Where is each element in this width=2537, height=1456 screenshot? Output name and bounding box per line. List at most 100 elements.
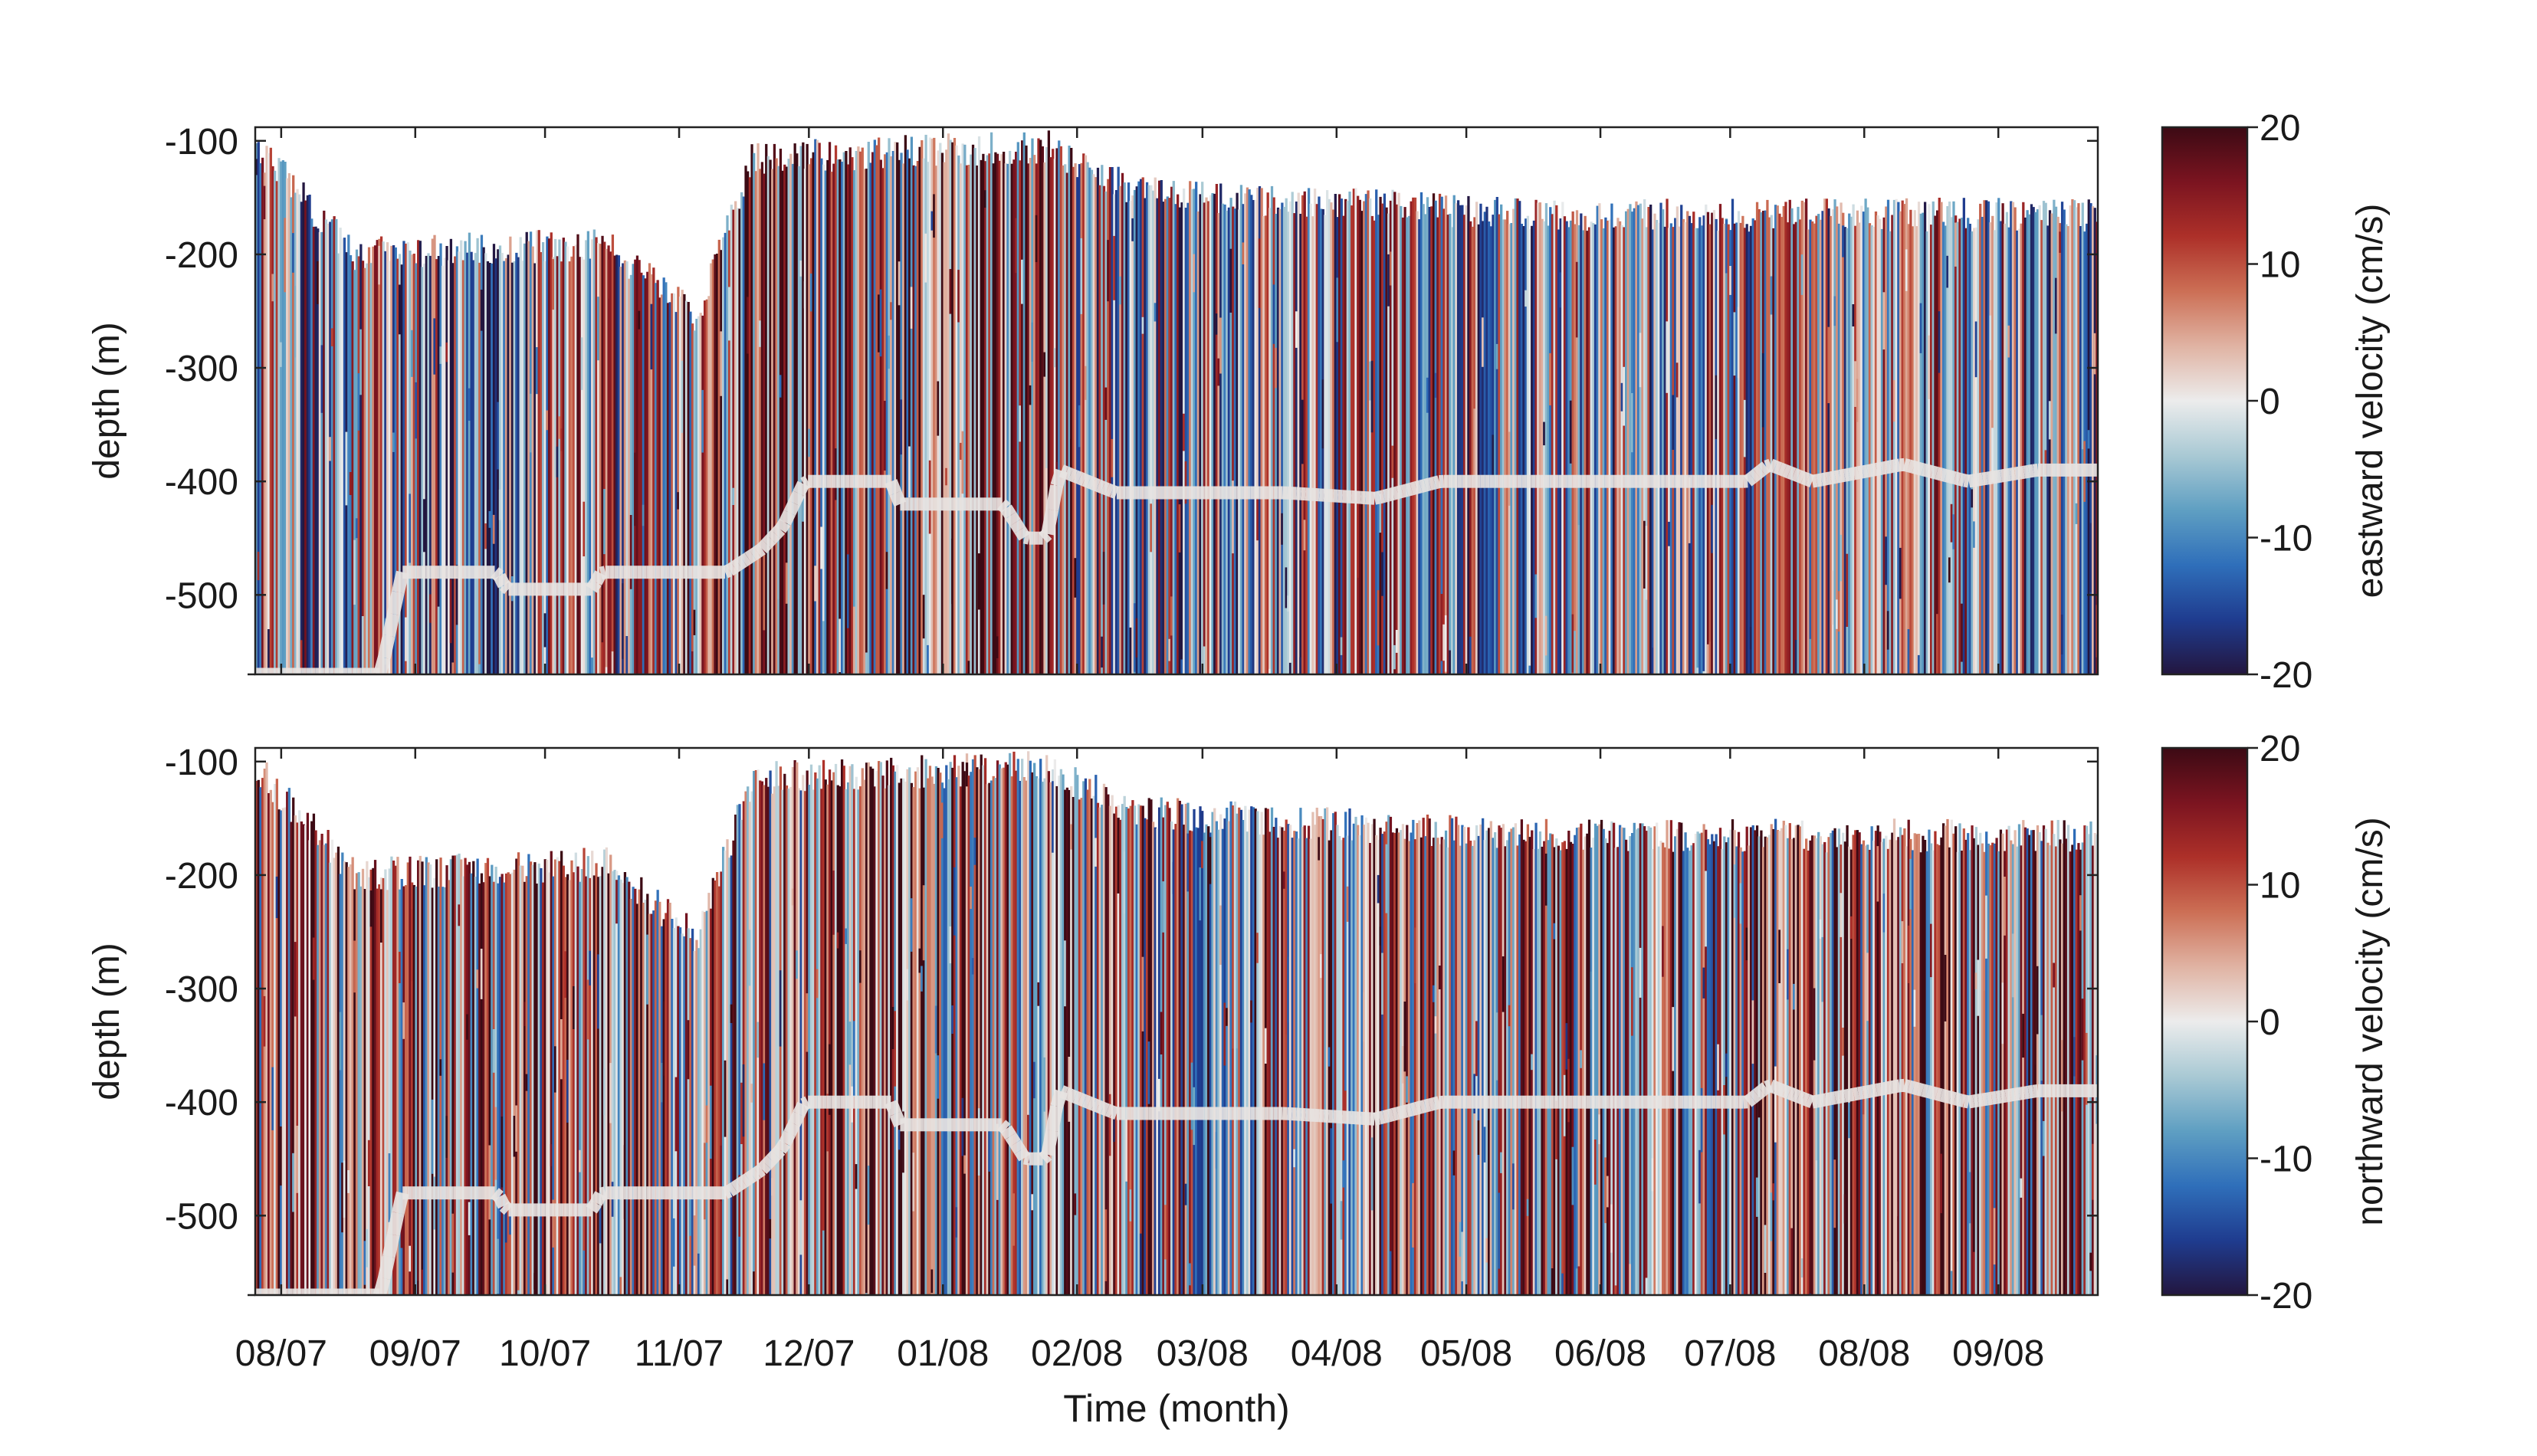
velocity-patch	[1147, 1041, 1150, 1104]
velocity-stripe	[1581, 230, 1585, 674]
velocity-stripe	[2071, 199, 2074, 674]
instrument-depth-track	[726, 562, 738, 576]
velocity-stripe	[1733, 223, 1736, 674]
velocity-stripe	[734, 201, 737, 674]
instrument-depth-track	[1377, 1110, 1386, 1125]
velocity-stripe	[914, 166, 917, 674]
velocity-stripe	[1440, 837, 1443, 1295]
velocity-patch	[732, 487, 735, 505]
velocity-stripe	[1029, 760, 1032, 1295]
velocity-stripe	[996, 153, 999, 674]
velocity-patch	[642, 504, 645, 526]
velocity-stripe	[1708, 844, 1712, 1295]
velocity-patch	[845, 928, 848, 944]
velocity-patch	[1440, 594, 1443, 661]
velocity-patch	[959, 442, 963, 460]
velocity-patch	[1623, 366, 1626, 426]
velocity-stripe	[568, 880, 571, 1295]
velocity-stripe	[1196, 828, 1200, 1295]
velocity-stripe	[464, 858, 467, 1295]
velocity-stripe	[1504, 846, 1507, 1295]
velocity-stripe	[1675, 828, 1679, 1295]
velocity-stripe	[1311, 216, 1314, 674]
velocity-stripe	[656, 890, 659, 1295]
velocity-stripe	[1276, 207, 1280, 674]
velocity-stripe	[2056, 216, 2059, 674]
velocity-stripe	[933, 783, 936, 1295]
velocity-stripe	[296, 822, 299, 1295]
velocity-stripe	[955, 777, 958, 1295]
velocity-stripe	[1301, 827, 1305, 1295]
velocity-stripe	[672, 928, 676, 1295]
velocity-stripe	[1062, 774, 1065, 1295]
velocity-stripe	[1367, 822, 1370, 1295]
velocity-stripe	[394, 247, 397, 674]
instrument-depth-track	[1800, 471, 1810, 486]
velocity-patch	[1288, 662, 1292, 674]
velocity-stripe	[1318, 196, 1321, 674]
velocity-stripe	[461, 260, 465, 674]
velocity-stripe	[753, 771, 756, 1295]
velocity-patch	[1842, 225, 1845, 257]
velocity-stripe	[1864, 198, 1867, 674]
velocity-patch	[1580, 1050, 1583, 1068]
velocity-patch	[689, 1196, 692, 1236]
velocity-patch	[1651, 1158, 1654, 1192]
velocity-stripe	[787, 159, 790, 674]
velocity-stripe	[922, 158, 926, 674]
velocity-stripe	[891, 151, 894, 674]
velocity-patch	[629, 515, 633, 589]
velocity-stripe	[261, 778, 264, 1295]
velocity-stripe	[1373, 220, 1376, 674]
instrument-depth-track	[788, 1111, 805, 1127]
velocity-stripe	[858, 786, 862, 1295]
velocity-stripe	[599, 876, 602, 1295]
velocity-stripe	[1157, 807, 1161, 1295]
velocity-patch	[1973, 1251, 1976, 1295]
velocity-patch	[1938, 311, 1941, 373]
velocity-stripe	[994, 778, 997, 1295]
velocity-stripe	[2056, 820, 2059, 1295]
velocity-stripe	[486, 858, 490, 1295]
velocity-patch	[2001, 982, 2004, 1044]
velocity-stripe	[415, 263, 418, 674]
velocity-patch	[1381, 953, 1384, 1015]
instrument-depth-track	[491, 567, 504, 582]
instrument-depth-track	[373, 655, 391, 674]
velocity-patch	[1598, 1114, 1601, 1145]
velocity-stripe	[1821, 211, 1824, 674]
velocity-stripe	[1964, 839, 1968, 1295]
instrument-depth-track	[1800, 1092, 1810, 1107]
velocity-patch	[1843, 1194, 1847, 1224]
instrument-depth-track	[499, 580, 514, 595]
velocity-patch	[1328, 1047, 1331, 1067]
velocity-stripe	[1678, 226, 1681, 674]
velocity-stripe	[547, 872, 551, 1295]
velocity-stripe	[605, 847, 609, 1295]
velocity-stripe	[1088, 779, 1091, 1295]
velocity-stripe	[1062, 165, 1065, 674]
velocity-stripe	[586, 856, 589, 1295]
velocity-stripe	[1199, 806, 1202, 1295]
y-tick-label: -300	[165, 349, 238, 389]
velocity-stripe	[1041, 146, 1044, 674]
velocity-stripe	[1672, 227, 1675, 674]
velocity-patch	[2093, 333, 2096, 375]
instrument-depth-track	[757, 539, 772, 554]
velocity-patch	[359, 329, 363, 395]
eastward-velocity-heatmap	[255, 130, 2098, 674]
velocity-patch	[1299, 657, 1302, 674]
instrument-depth-track	[1045, 484, 1064, 511]
velocity-stripe	[1459, 205, 1462, 674]
velocity-stripe	[1614, 848, 1617, 1295]
instrument-depth-track	[1104, 483, 1115, 497]
velocity-stripe	[1923, 840, 1927, 1295]
velocity-stripe	[1186, 202, 1190, 674]
velocity-stripe	[275, 779, 278, 1295]
velocity-stripe	[820, 789, 823, 1295]
instrument-depth-track	[1414, 1100, 1423, 1115]
velocity-patch	[1909, 858, 1912, 910]
velocity-patch	[1180, 659, 1183, 674]
velocity-stripe	[622, 883, 625, 1295]
velocity-stripe	[257, 779, 260, 1295]
